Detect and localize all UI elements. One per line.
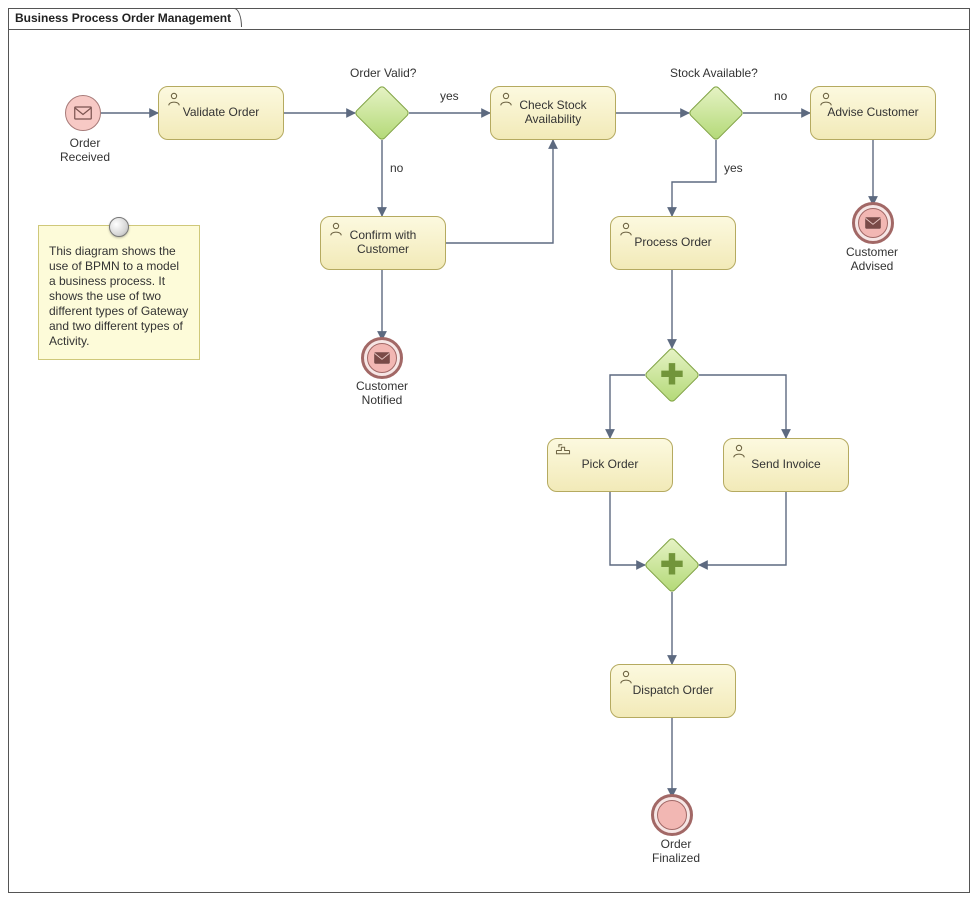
diagram-note: This diagram shows the use of BPMN to a …	[38, 225, 200, 360]
task-pick-order: Pick Order	[547, 438, 673, 492]
end-event-inner	[858, 208, 888, 238]
user-icon	[165, 91, 183, 109]
gateway-order-valid	[362, 93, 402, 133]
note-text: This diagram shows the use of BPMN to a …	[49, 244, 188, 348]
gateway-parallel-split: ✚	[652, 355, 692, 395]
task-advise-customer: Advise Customer	[810, 86, 936, 140]
end-event-inner	[657, 800, 687, 830]
task-validate-order: Validate Order	[158, 86, 284, 140]
start-event	[65, 95, 101, 131]
pin-icon	[109, 217, 129, 237]
end-event-label: OrderFinalized	[652, 838, 700, 866]
user-icon	[730, 443, 748, 461]
task-send-invoice: Send Invoice	[723, 438, 849, 492]
end-event-label: CustomerAdvised	[846, 246, 898, 274]
gateway-label: Order Valid?	[350, 67, 416, 81]
user-icon	[617, 669, 635, 687]
end-event-label: CustomerNotified	[356, 380, 408, 408]
pool-title: Business Process Order Management	[8, 8, 242, 27]
task-check-stock: Check StockAvailability	[490, 86, 616, 140]
task-confirm-customer: Confirm withCustomer	[320, 216, 446, 270]
end-event-inner	[367, 343, 397, 373]
task-process-order: Process Order	[610, 216, 736, 270]
gateway-stock-available	[696, 93, 736, 133]
task-dispatch-order: Dispatch Order	[610, 664, 736, 718]
user-icon	[327, 221, 345, 239]
start-event-label: OrderReceived	[60, 137, 110, 165]
gateway-label: Stock Available?	[670, 67, 758, 81]
gateway-parallel-join: ✚	[652, 545, 692, 585]
user-icon	[817, 91, 835, 109]
user-icon	[497, 91, 515, 109]
diagram-canvas: Business Process Order Management yesnon…	[0, 0, 978, 901]
hand-icon	[554, 443, 572, 461]
user-icon	[617, 221, 635, 239]
